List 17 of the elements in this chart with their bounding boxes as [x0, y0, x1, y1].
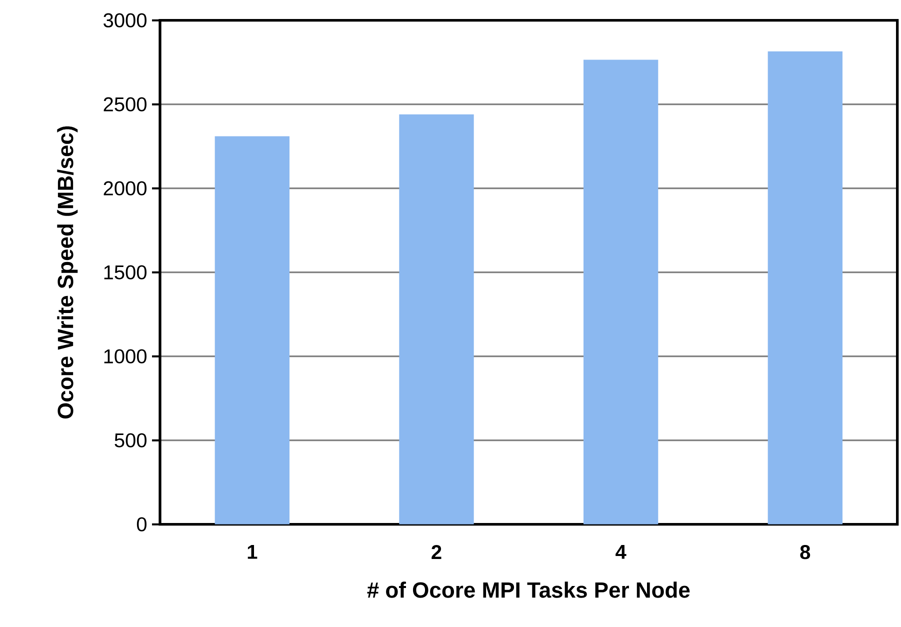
bar — [399, 114, 474, 524]
x-axis-title: # of Ocore MPI Tasks Per Node — [367, 582, 690, 598]
y-axis-title: Ocore Write Speed (MB/sec) — [57, 126, 78, 419]
y-tick-label: 1500 — [104, 265, 146, 280]
y-tick-label: 0 — [136, 517, 146, 532]
y-tick-label: 500 — [114, 433, 146, 448]
bar — [214, 136, 290, 524]
y-tick-label: 1000 — [104, 349, 146, 364]
y-tick-label: 3000 — [104, 13, 146, 28]
y-tick-label: 2500 — [104, 97, 146, 112]
bar — [583, 60, 658, 524]
x-tick-label: 2 — [432, 545, 442, 559]
x-tick-label: 1 — [248, 545, 258, 559]
bar — [768, 51, 842, 524]
x-tick-label: 8 — [800, 545, 810, 560]
x-tick-label: 4 — [616, 545, 626, 559]
y-tick-label: 2000 — [104, 181, 146, 196]
